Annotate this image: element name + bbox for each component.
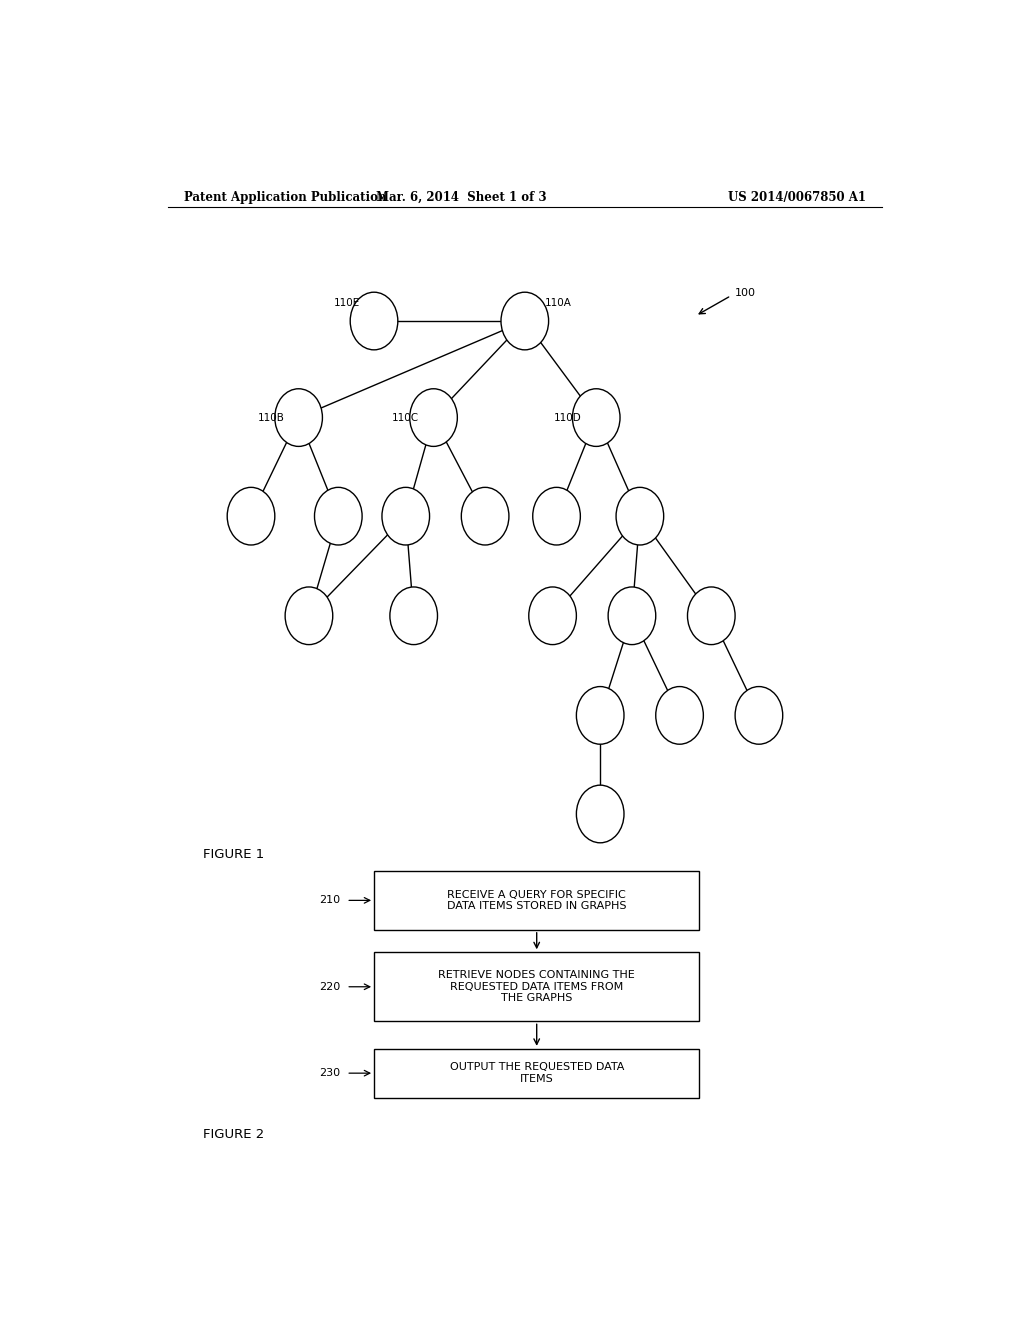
- Text: 110D: 110D: [554, 413, 582, 422]
- Ellipse shape: [390, 587, 437, 644]
- Ellipse shape: [350, 292, 397, 350]
- Ellipse shape: [528, 587, 577, 644]
- Ellipse shape: [655, 686, 703, 744]
- Ellipse shape: [314, 487, 362, 545]
- Text: 220: 220: [319, 982, 341, 991]
- Ellipse shape: [577, 686, 624, 744]
- Ellipse shape: [616, 487, 664, 545]
- Text: 110A: 110A: [545, 298, 571, 308]
- Ellipse shape: [532, 487, 581, 545]
- Ellipse shape: [572, 389, 620, 446]
- Text: FIGURE 2: FIGURE 2: [204, 1127, 264, 1140]
- Text: 100: 100: [735, 288, 756, 297]
- FancyBboxPatch shape: [374, 871, 699, 929]
- Ellipse shape: [608, 587, 655, 644]
- Ellipse shape: [227, 487, 274, 545]
- Text: OUTPUT THE REQUESTED DATA
ITEMS: OUTPUT THE REQUESTED DATA ITEMS: [450, 1063, 624, 1084]
- Ellipse shape: [501, 292, 549, 350]
- Text: RETRIEVE NODES CONTAINING THE
REQUESTED DATA ITEMS FROM
THE GRAPHS: RETRIEVE NODES CONTAINING THE REQUESTED …: [438, 970, 635, 1003]
- Text: FIGURE 1: FIGURE 1: [204, 849, 264, 861]
- Text: 110B: 110B: [257, 413, 285, 422]
- Ellipse shape: [410, 389, 458, 446]
- Ellipse shape: [285, 587, 333, 644]
- Ellipse shape: [735, 686, 782, 744]
- Text: US 2014/0067850 A1: US 2014/0067850 A1: [728, 190, 866, 203]
- Ellipse shape: [461, 487, 509, 545]
- FancyBboxPatch shape: [374, 952, 699, 1022]
- Ellipse shape: [382, 487, 430, 545]
- Text: Patent Application Publication: Patent Application Publication: [183, 190, 386, 203]
- FancyBboxPatch shape: [374, 1049, 699, 1097]
- Text: Mar. 6, 2014  Sheet 1 of 3: Mar. 6, 2014 Sheet 1 of 3: [376, 190, 547, 203]
- Text: 230: 230: [319, 1068, 341, 1078]
- Text: RECEIVE A QUERY FOR SPECIFIC
DATA ITEMS STORED IN GRAPHS: RECEIVE A QUERY FOR SPECIFIC DATA ITEMS …: [446, 890, 627, 911]
- Ellipse shape: [274, 389, 323, 446]
- Text: 110C: 110C: [392, 413, 419, 422]
- Ellipse shape: [577, 785, 624, 842]
- Text: 210: 210: [319, 895, 341, 906]
- Text: 110E: 110E: [334, 298, 359, 308]
- Ellipse shape: [687, 587, 735, 644]
